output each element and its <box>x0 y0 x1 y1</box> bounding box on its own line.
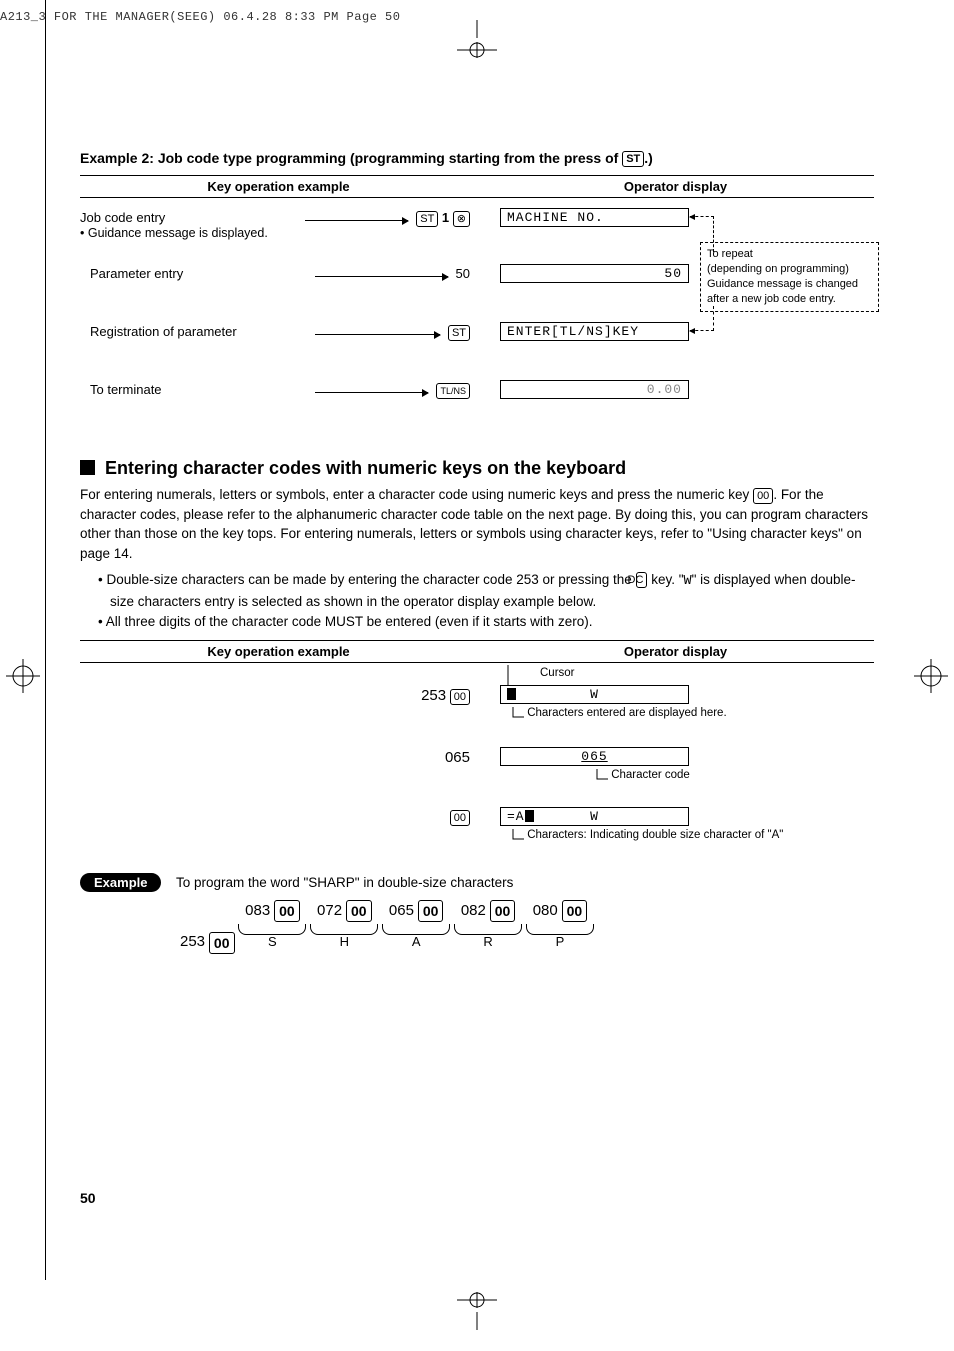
key-00-icon: 00 <box>450 810 470 826</box>
r3-note: Characters: Indicating double size chara… <box>512 829 783 841</box>
seq-group: 080 00P <box>526 900 594 949</box>
lcd-enter-tlns: ENTER[TL/NS]KEY <box>500 322 689 341</box>
key-00-icon: 00 <box>562 900 588 922</box>
key-00-icon: 00 <box>346 900 372 922</box>
header-op-display: Operator display <box>477 176 874 197</box>
r3-desc: Registration of parameter <box>80 324 315 339</box>
lcd-000: 0.00 <box>500 380 689 399</box>
key-00-icon: 00 <box>209 932 235 954</box>
brace-letter: P <box>526 934 594 949</box>
brace-letter: R <box>454 934 522 949</box>
brace-letter: A <box>382 934 450 949</box>
key-00-icon: 00 <box>450 689 470 705</box>
section2-body: 253 00 065 00 Cursor W <box>80 663 874 903</box>
example2-body: Job code entry • Guidance message is dis… <box>80 198 874 418</box>
arrow-icon <box>315 334 440 335</box>
bullet-2: All three digits of the character code M… <box>98 612 874 632</box>
st-key-icon: ST <box>448 325 470 341</box>
r1-keys: ST 1 ⊗ <box>416 210 470 227</box>
r3-keys: ST <box>448 324 470 341</box>
arrow-icon <box>315 276 448 277</box>
lcd-machine-no: MACHINE NO. <box>500 208 689 227</box>
section-heading: Entering character codes with numeric ke… <box>80 458 874 479</box>
brace-letter: S <box>238 934 306 949</box>
header-key-op: Key operation example <box>80 176 477 197</box>
cursor-label: Cursor <box>540 667 575 679</box>
section-bullets: Double-size characters can be made by en… <box>98 570 874 633</box>
r4-desc: To terminate <box>80 382 315 397</box>
section-p1: For entering numerals, letters or symbol… <box>80 485 874 563</box>
r2-note: Character code <box>596 769 690 781</box>
r1-note: Characters entered are displayed here. <box>512 707 727 719</box>
key-00-icon: 00 <box>418 900 444 922</box>
digit-1: 1 <box>442 210 449 225</box>
seq-group: 072 00H <box>310 900 378 949</box>
registration-mark-right <box>914 659 948 693</box>
dash-connector <box>690 216 714 217</box>
st-key-icon: ST <box>416 211 438 227</box>
lcd-a-w: =A W <box>500 807 689 826</box>
crop-mark-bottom <box>457 1290 497 1330</box>
seq-group: 065 00A <box>382 900 450 949</box>
lcd-50: 50 <box>500 264 689 283</box>
lcd-cursor-w: W <box>500 685 689 704</box>
key-00-icon: 00 <box>490 900 516 922</box>
r1-desc: Job code entry • Guidance message is dis… <box>80 210 305 240</box>
gutter-line <box>45 0 46 1280</box>
lcd-065: 065 <box>500 747 689 766</box>
tlns-key-icon: TL/NS <box>436 383 470 399</box>
bracket-icon <box>596 769 608 781</box>
header-op-display: Operator display <box>477 641 874 662</box>
st-key-icon: ST <box>622 151 644 167</box>
seq-group: 253 00 <box>180 932 235 980</box>
example2-title: Example 2: Job code type programming (pr… <box>80 150 874 167</box>
seq-group: 082 00R <box>454 900 522 949</box>
page-number: 50 <box>80 1190 96 1206</box>
r4-keys: TL/NS <box>436 382 470 399</box>
s2-r3-keys: 00 <box>450 809 470 826</box>
cursor-icon <box>507 688 516 700</box>
bullet-1: Double-size characters can be made by en… <box>98 570 874 613</box>
section2-table-header: Key operation example Operator display <box>80 640 874 663</box>
dash-connector <box>690 330 714 331</box>
key-00-icon: 00 <box>274 900 300 922</box>
arrow-icon <box>305 220 408 221</box>
r2-desc: Parameter entry <box>80 266 315 281</box>
bracket-icon <box>512 707 524 719</box>
r2-keys: 50 <box>456 266 470 281</box>
s2-r2-keys: 065 <box>445 749 470 766</box>
example2-header: Key operation example Operator display <box>80 175 874 198</box>
s2-r1-keys: 253 00 <box>421 687 470 705</box>
dash-note-box: To repeat (depending on programming) Gui… <box>700 242 879 311</box>
bracket-icon <box>512 829 524 841</box>
registration-mark-left <box>6 659 40 693</box>
cursor-icon <box>525 810 534 822</box>
sharp-sequence: 253 00 083 00S 072 00H 065 00A 082 00R 0… <box>180 900 874 979</box>
seq-group: 083 00S <box>238 900 306 949</box>
multiply-key-icon: ⊗ <box>453 211 470 227</box>
callout-line-icon <box>498 665 518 687</box>
header-key-op: Key operation example <box>80 641 477 662</box>
dc-key-icon: DC <box>636 572 648 588</box>
arrow-icon <box>315 392 428 393</box>
brace-letter: H <box>310 934 378 949</box>
key-00-icon: 00 <box>753 488 773 504</box>
